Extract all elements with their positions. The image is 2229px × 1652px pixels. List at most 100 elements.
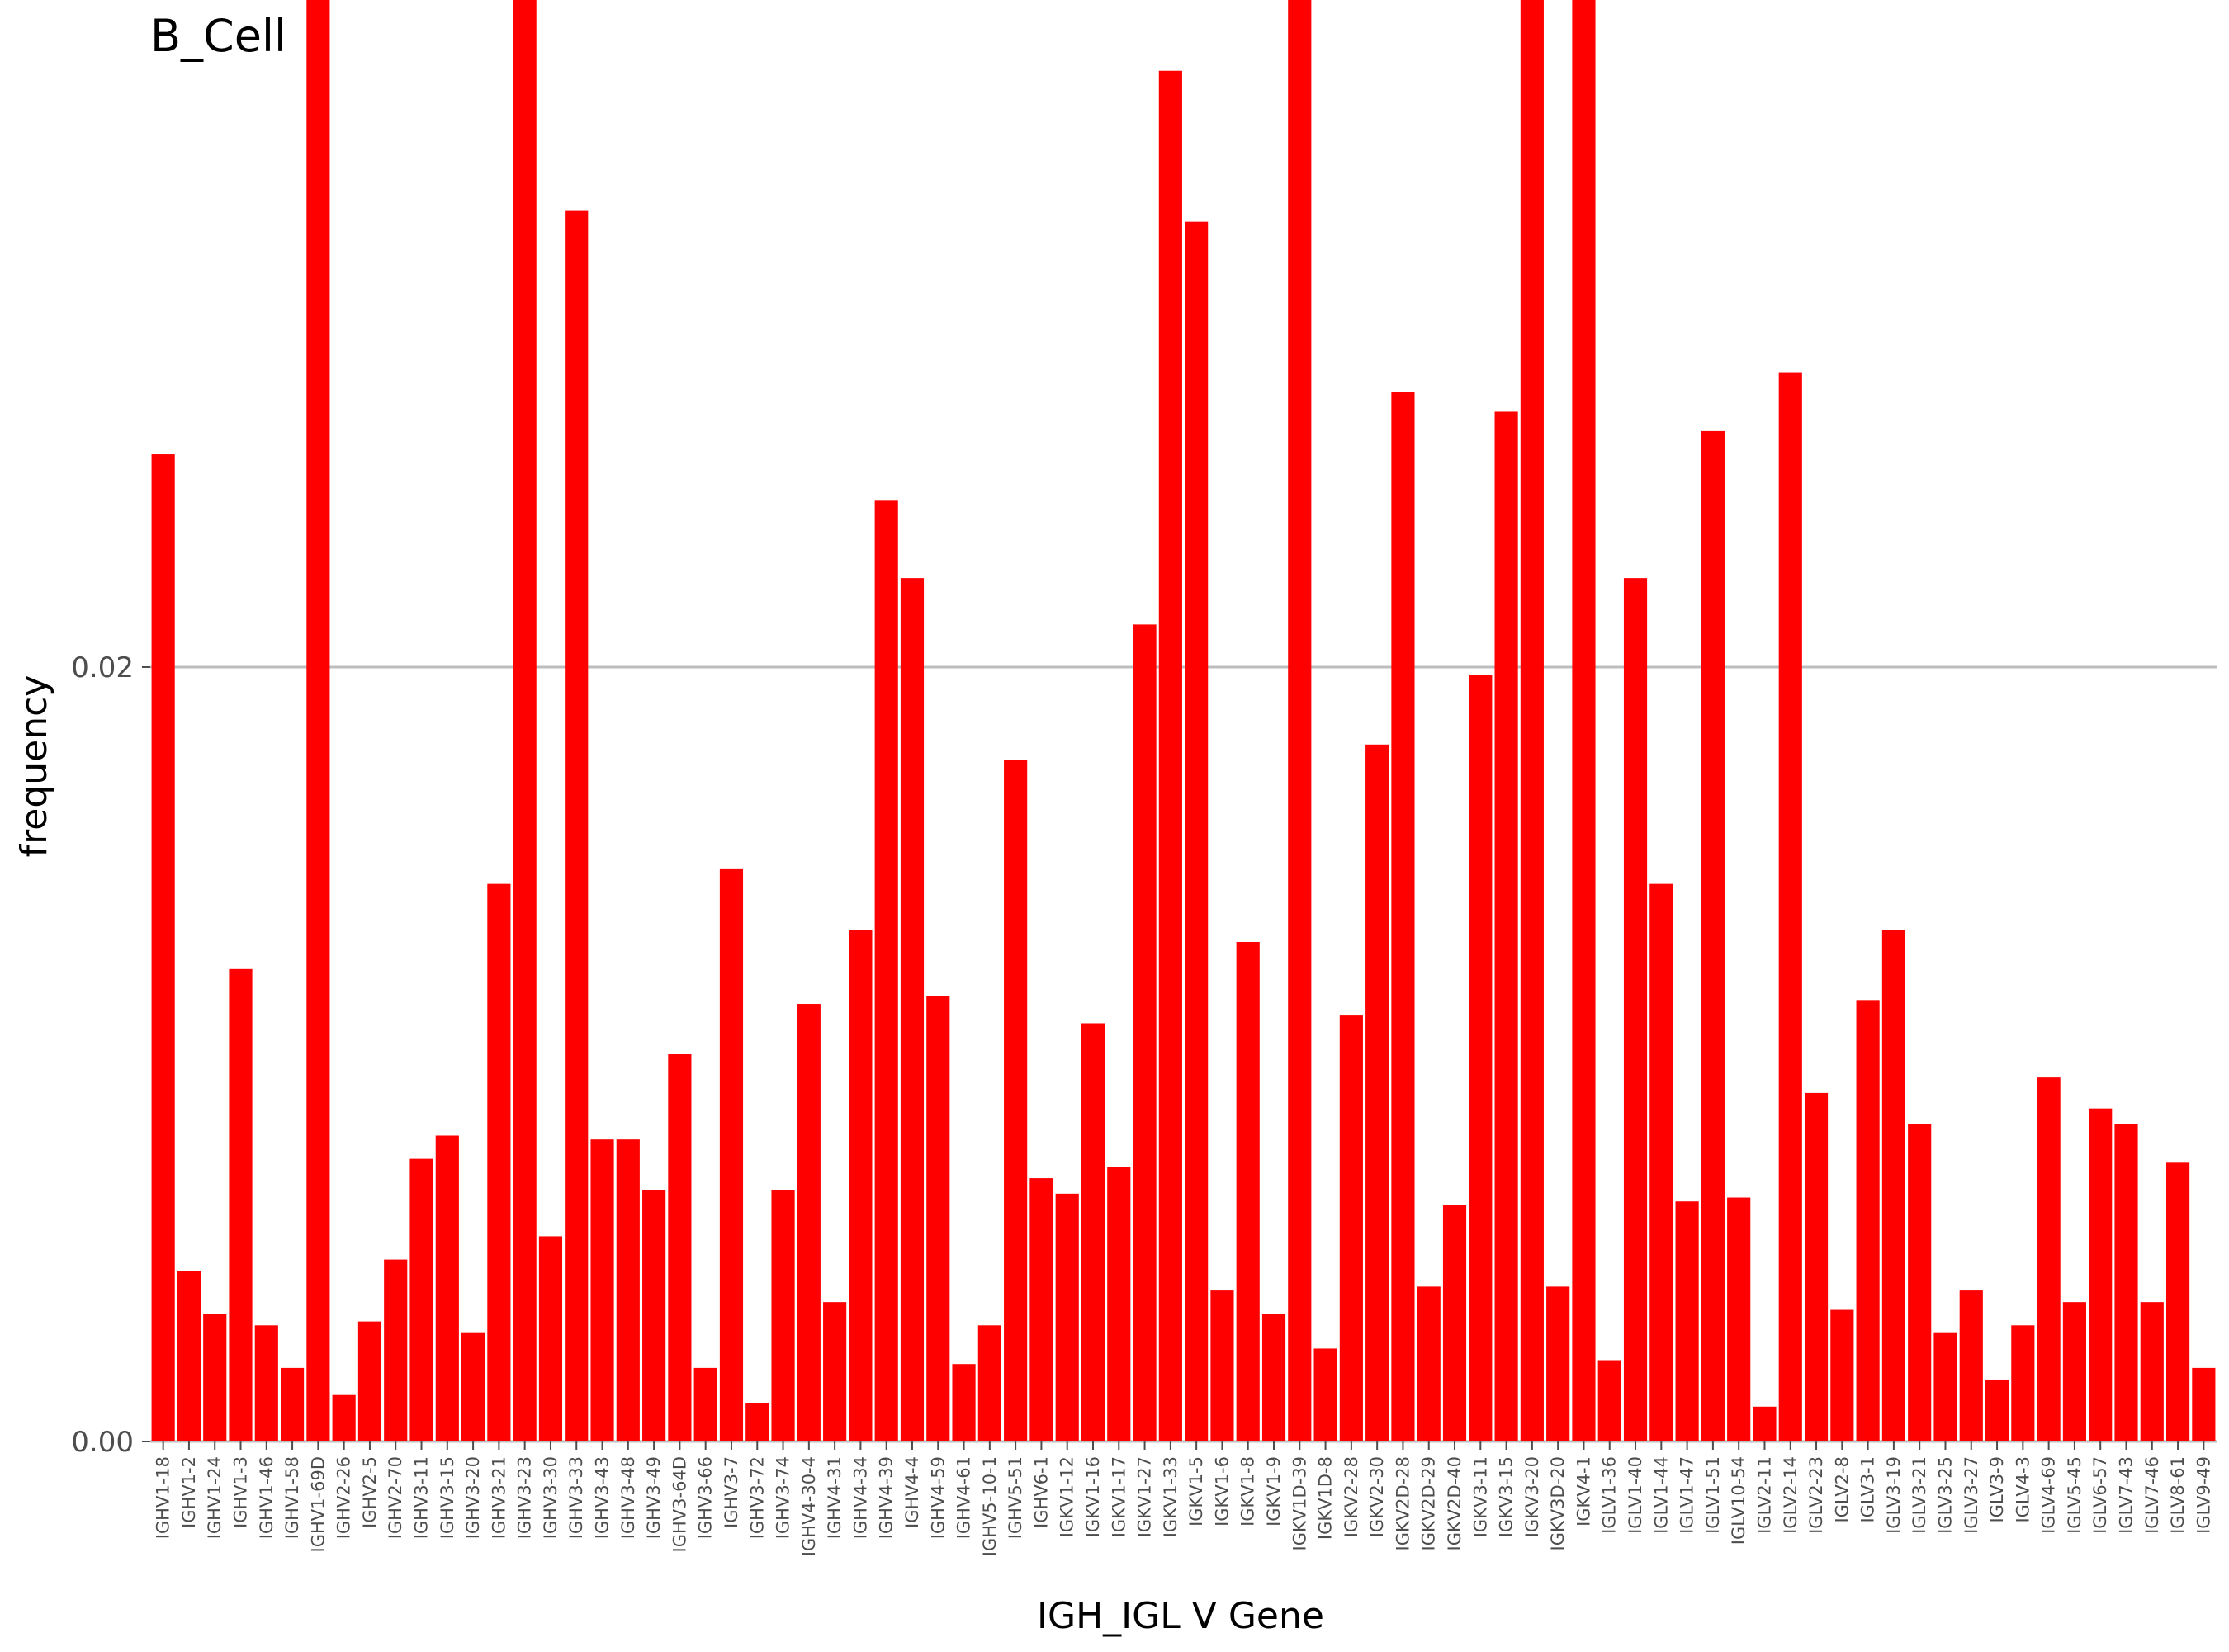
bar <box>1778 372 1802 1441</box>
bar <box>849 930 873 1441</box>
bar <box>1029 1178 1053 1441</box>
bar <box>461 1332 485 1441</box>
bar <box>1753 1406 1777 1441</box>
x-tick-label: IGKV1-33 <box>1161 1456 1181 1537</box>
bar <box>1856 1000 1880 1441</box>
x-tick-label: IGHV3-43 <box>593 1456 613 1539</box>
x-tick-label: IGLV2-8 <box>1832 1456 1852 1523</box>
bar <box>2165 1162 2190 1441</box>
bar <box>1727 1197 1751 1441</box>
x-tick-label: IGKV2D-40 <box>1445 1456 1465 1550</box>
x-tick-label: IGKV1-8 <box>1238 1456 1258 1527</box>
bar <box>745 1403 769 1441</box>
x-tick-label: IGHV5-51 <box>1006 1456 1025 1539</box>
x-tick-label: IGLV1-36 <box>1600 1456 1620 1534</box>
x-tick-label: IGHV1-3 <box>231 1456 251 1528</box>
bar <box>2192 1367 2216 1441</box>
bar <box>281 1367 305 1441</box>
bar <box>1830 1309 1854 1441</box>
bar <box>1469 675 1493 1441</box>
bar <box>1546 1286 1570 1441</box>
bar <box>668 1054 692 1441</box>
bar <box>2037 1077 2061 1441</box>
x-tick-label: IGKV1-27 <box>1135 1456 1155 1537</box>
bar <box>1520 0 1544 1442</box>
x-tick-label: IGKV3-11 <box>1470 1456 1490 1537</box>
x-tick-label: IGKV1-6 <box>1212 1456 1232 1527</box>
x-tick-label: IGLV2-23 <box>1806 1456 1826 1534</box>
bar <box>977 1325 1001 1441</box>
bar <box>1881 930 1905 1441</box>
bar <box>874 500 898 1441</box>
x-tick-label: IGHV3-7 <box>722 1456 741 1528</box>
bar <box>1004 760 1028 1441</box>
x-tick-label: IGHV3-30 <box>541 1456 561 1539</box>
bar <box>357 1321 382 1441</box>
bar <box>1288 0 1312 1441</box>
bar <box>1572 0 1596 1441</box>
x-tick-label: IGKV2-30 <box>1367 1456 1387 1537</box>
bar <box>1597 1360 1621 1441</box>
x-tick-label: IGHV3-74 <box>774 1456 793 1539</box>
x-tick-label: IGLV2-11 <box>1754 1456 1774 1534</box>
bar <box>332 1394 356 1441</box>
x-tick-label: IGLV1-47 <box>1678 1456 1697 1534</box>
x-tick-label: IGKV1-17 <box>1109 1456 1129 1537</box>
bar <box>1158 70 1182 1442</box>
x-tick-label: IGHV1-18 <box>154 1456 173 1539</box>
bar <box>229 968 253 1441</box>
bar <box>254 1325 278 1441</box>
x-tick-label: IGHV4-4 <box>902 1456 922 1528</box>
bar <box>719 868 744 1441</box>
bar <box>1365 744 1389 1441</box>
x-tick-label: IGKV1D-8 <box>1316 1456 1336 1540</box>
bar <box>1675 1201 1699 1441</box>
x-tick-label: IGHV3-15 <box>438 1456 457 1539</box>
chart-title: B_Cell <box>150 10 286 62</box>
bar <box>1623 578 1648 1441</box>
x-tick-label: IGLV3-21 <box>1910 1456 1929 1534</box>
bar <box>1391 392 1415 1441</box>
x-tick-label: IGHV3-23 <box>515 1456 535 1539</box>
bar <box>384 1259 408 1441</box>
x-tick-label: IGHV4-34 <box>850 1456 870 1539</box>
x-tick-label: IGHV3-64D <box>670 1456 689 1552</box>
x-tick-label: IGHV3-20 <box>463 1456 483 1539</box>
y-tick-label: 0.00 <box>71 1426 134 1459</box>
bar <box>797 1004 821 1441</box>
bar <box>565 210 589 1442</box>
bar <box>1985 1379 2009 1441</box>
bar <box>1959 1290 1983 1441</box>
x-tick-label: IGLV2-14 <box>1781 1456 1801 1534</box>
bar <box>151 454 175 1441</box>
x-tick-label: IGLV6-57 <box>2090 1456 2110 1534</box>
x-tick-label: IGLV7-46 <box>2142 1456 2162 1534</box>
x-tick-label: IGLV4-3 <box>2013 1456 2033 1523</box>
x-tick-label: IGHV1-58 <box>282 1456 302 1539</box>
bar <box>1261 1314 1286 1441</box>
x-tick-label: IGLV3-27 <box>1962 1456 1981 1534</box>
bar <box>952 1364 976 1441</box>
x-tick-label: IGKV3-20 <box>1522 1456 1542 1537</box>
x-tick-label: IGLV3-25 <box>1935 1456 1955 1534</box>
x-tick-label: IGLV8-61 <box>2168 1456 2188 1534</box>
bar <box>1494 411 1518 1442</box>
x-tick-label: IGHV1-46 <box>257 1456 277 1539</box>
bar <box>435 1135 459 1441</box>
bar <box>1313 1348 1337 1441</box>
bar <box>1133 624 1157 1441</box>
x-tick-label: IGHV6-1 <box>1031 1456 1051 1528</box>
gridlines <box>150 665 2217 1443</box>
x-axis-title: IGH_IGL V Gene <box>1037 1595 1324 1637</box>
x-tick-label: IGHV3-48 <box>618 1456 638 1539</box>
x-tick-label: IGHV3-49 <box>644 1456 664 1539</box>
x-tick-label: IGHV3-11 <box>412 1456 432 1539</box>
bar <box>203 1314 227 1441</box>
x-tick-label: IGHV4-59 <box>928 1456 948 1539</box>
x-axis: IGHV1-18 IGHV1-2 IGHV1-24 IGHV1-3 IGHV1-46 IG… <box>154 1441 2213 1556</box>
x-tick-label: IGKV2D-29 <box>1419 1456 1439 1550</box>
bar <box>2140 1302 2164 1441</box>
x-tick-label: IGKV4-1 <box>1574 1456 1593 1527</box>
bar <box>1055 1193 1079 1441</box>
